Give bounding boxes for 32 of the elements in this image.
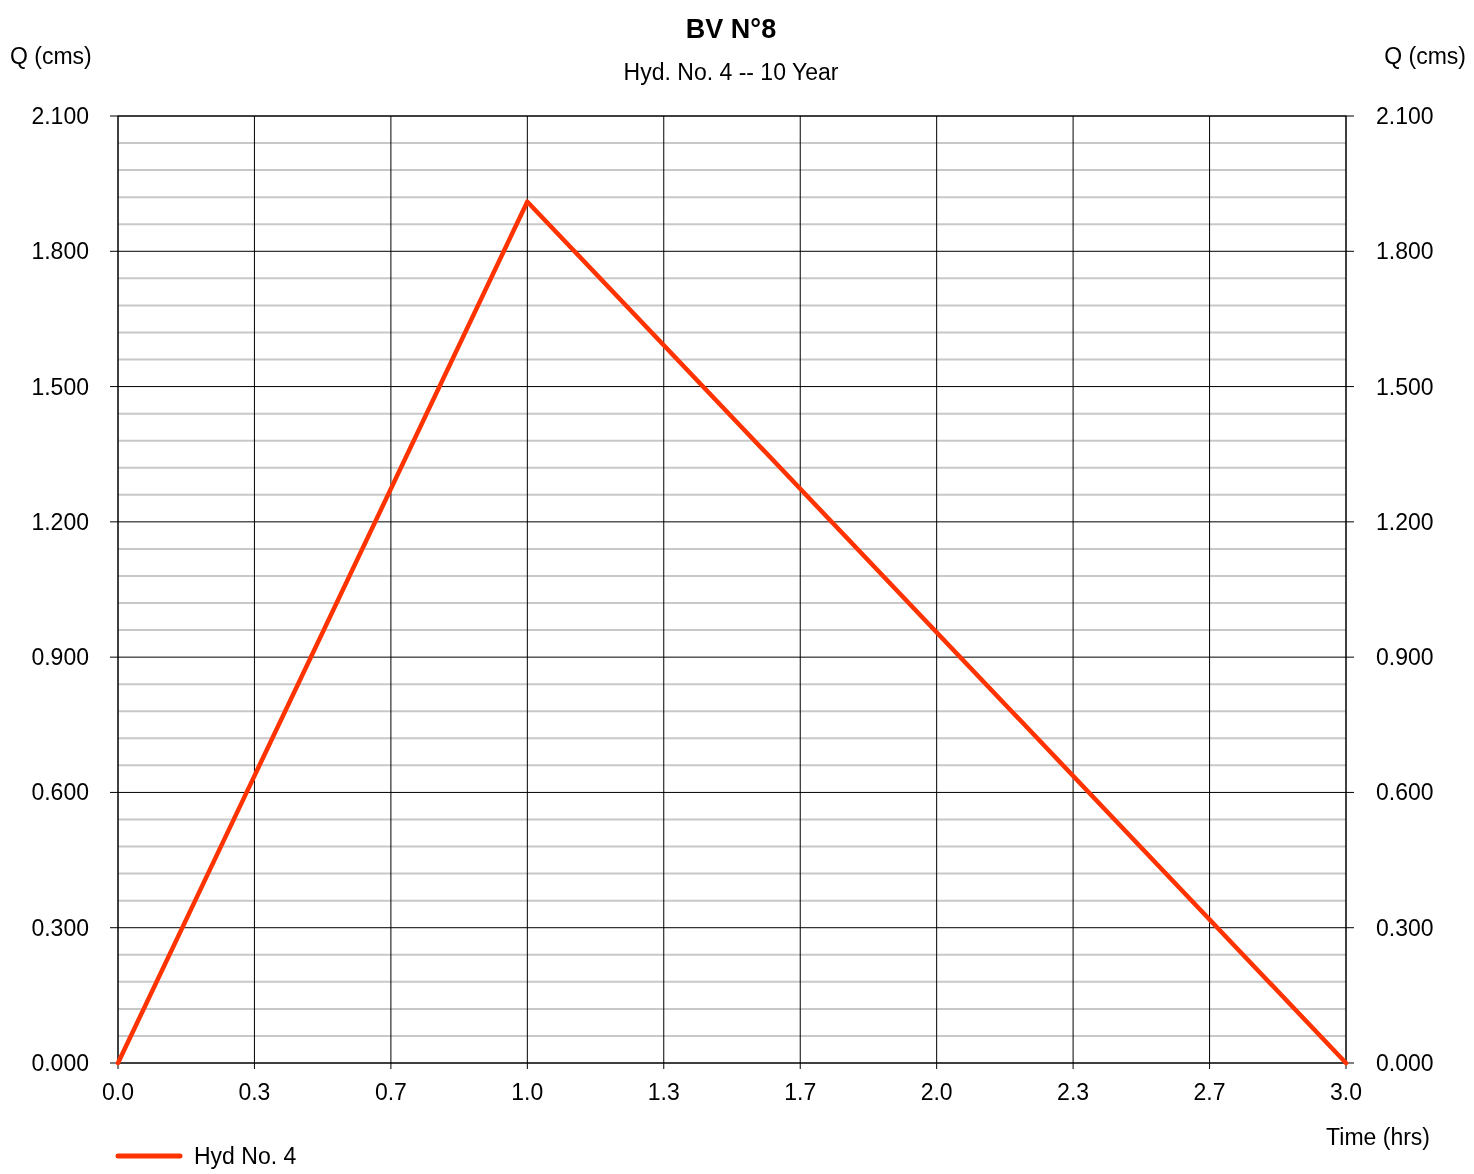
y2-tick-label: 0.600 <box>1376 779 1434 806</box>
y-tick-label: 2.100 <box>31 103 89 130</box>
y-tick-label: 0.600 <box>31 779 89 806</box>
x-axis-title: Time (hrs) <box>1326 1124 1430 1150</box>
x-tick-label: 0.0 <box>102 1079 134 1105</box>
chart-subtitle: Hyd. No. 4 -- 10 Year <box>623 59 839 85</box>
y2-tick-label: 1.800 <box>1376 238 1434 265</box>
y2-tick-label: 2.100 <box>1376 103 1434 130</box>
x-tick-label: 3.0 <box>1330 1079 1362 1105</box>
y-tick-label: 0.900 <box>31 644 89 671</box>
x-tick-label: 1.0 <box>511 1079 544 1105</box>
y2-axis-title: Q (cms) <box>1384 43 1466 69</box>
y2-tick-label: 0.000 <box>1376 1050 1434 1077</box>
x-tick-label: 1.7 <box>784 1079 817 1105</box>
y2-tick-label: 1.500 <box>1376 373 1434 400</box>
x-tick-label: 1.3 <box>647 1079 680 1105</box>
y-tick-label: 1.200 <box>31 508 89 535</box>
y-tick-label: 0.000 <box>31 1050 89 1077</box>
x-tick-label: 0.3 <box>238 1079 271 1105</box>
y2-tick-label: 0.900 <box>1376 644 1434 671</box>
x-tick-label: 2.7 <box>1193 1079 1226 1105</box>
x-tick-label: 0.7 <box>374 1079 407 1105</box>
chart-title: BV N°8 <box>685 14 777 44</box>
x-tick-label: 2.0 <box>920 1079 953 1105</box>
y2-tick-label: 0.300 <box>1376 914 1434 941</box>
y-tick-label: 1.800 <box>31 238 89 265</box>
y-tick-label: 1.500 <box>31 373 89 400</box>
y2-tick-label: 1.200 <box>1376 508 1434 535</box>
y-axis-title: Q (cms) <box>10 43 92 69</box>
legend-label: Hyd No. 4 <box>194 1143 297 1170</box>
y-tick-label: 0.300 <box>31 914 89 941</box>
x-tick-label: 2.3 <box>1057 1079 1090 1105</box>
